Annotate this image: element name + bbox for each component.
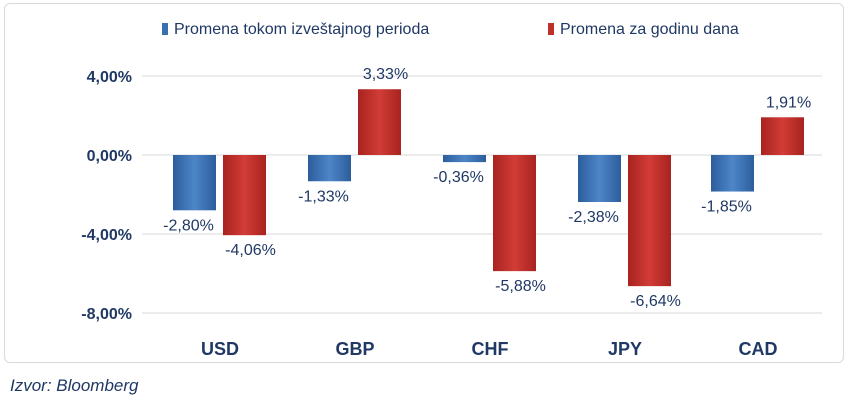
x-tick-label: GBP [335,339,374,359]
x-tick-label: CAD [739,339,778,359]
chart-frame [4,3,844,363]
y-tick-label: 4,00% [87,69,132,86]
data-label: -2,80% [163,217,214,234]
y-tick-label: -4,00% [81,227,132,244]
bar [443,155,486,163]
data-label: -5,88% [495,278,546,295]
legend-swatch [162,23,168,35]
bar [173,155,216,211]
legend-swatch [548,23,554,35]
bar [578,155,621,203]
data-label: -4,06% [225,242,276,259]
y-tick-label: 0,00% [87,148,132,165]
data-label: -1,33% [298,188,349,205]
bar [493,155,536,272]
bar [308,155,351,182]
y-tick-label: -8,00% [81,306,132,323]
legend-label: Promena za godinu dana [560,21,739,38]
x-tick-label: USD [201,339,239,359]
bar [628,155,671,287]
x-tick-label: CHF [472,339,509,359]
data-label: -6,64% [630,293,681,310]
bar [711,155,754,192]
legend-label: Promena tokom izveštajnog perioda [174,21,429,38]
source-note: Izvor: Bloomberg [10,376,139,395]
bar [358,89,401,155]
data-label: -0,36% [433,169,484,186]
bar [761,117,804,155]
data-label: 1,91% [766,94,811,111]
data-label: 3,33% [363,66,408,83]
data-label: -1,85% [701,199,752,216]
bar [223,155,266,236]
data-label: -2,38% [568,209,619,226]
x-tick-label: JPY [608,339,642,359]
